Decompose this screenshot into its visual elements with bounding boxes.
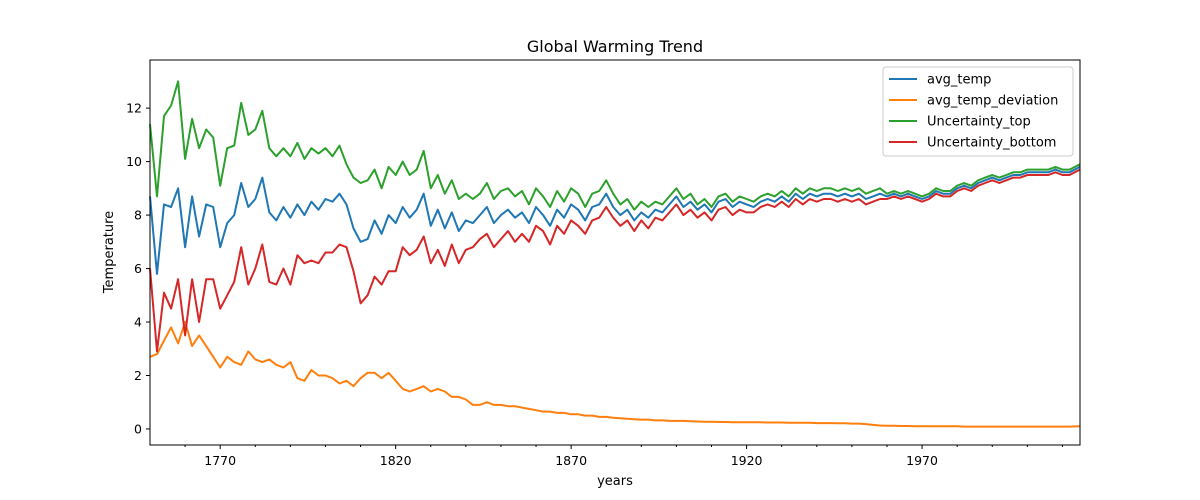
y-tick-label: 6 — [134, 261, 142, 276]
x-axis: 1770 1820 1870 1920 1970 — [184, 445, 1063, 468]
series-line-uncertainty-bottom — [149, 168, 1081, 353]
x-tick-label: 1970 — [906, 453, 938, 468]
y-axis: 0 2 4 6 8 10 12 — [126, 101, 150, 436]
legend: avg_temp avg_temp_deviation Uncertainty_to… — [882, 66, 1074, 157]
series-lines — [149, 80, 1081, 428]
legend-label: avg_temp — [927, 73, 991, 88]
legend-label: avg_temp_deviation — [927, 94, 1058, 109]
y-axis-label: Temperature — [102, 211, 117, 294]
chart-title: Global Warming Trend — [527, 37, 703, 56]
y-tick-label: 2 — [134, 368, 142, 383]
legend-label: Uncertainty_top — [927, 115, 1031, 130]
legend-box — [882, 66, 1074, 157]
x-tick-label: 1770 — [204, 453, 236, 468]
x-tick-label: 1820 — [380, 453, 412, 468]
y-tick-label: 0 — [134, 421, 142, 436]
y-tick-label: 10 — [126, 154, 142, 169]
y-tick-label: 8 — [134, 208, 142, 223]
legend-label: Uncertainty_bottom — [927, 136, 1056, 151]
series-line-avg-temp-deviation — [149, 321, 1081, 428]
x-axis-label: years — [597, 474, 633, 489]
plot-frame — [149, 59, 1081, 446]
y-tick-label: 12 — [126, 101, 142, 116]
x-tick-label: 1920 — [731, 453, 763, 468]
y-tick-label: 4 — [134, 315, 142, 330]
plot-area — [149, 59, 1081, 446]
series-line-uncertainty-top — [149, 80, 1081, 211]
x-tick-label: 1870 — [555, 453, 587, 468]
series-line-avg-temp — [149, 166, 1081, 275]
